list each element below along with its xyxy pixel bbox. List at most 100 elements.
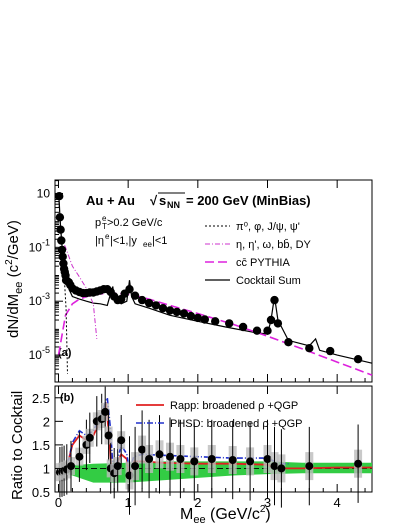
- bottom-data-point: [228, 456, 237, 464]
- panel-a-label: (a): [58, 347, 72, 359]
- cut-eta-end: |<1: [152, 235, 167, 247]
- y-tick-exponent: -3: [42, 291, 50, 301]
- bottom-data-point: [270, 462, 279, 471]
- bottom-data-point: [117, 436, 126, 445]
- cut-eta-sup: e: [105, 232, 110, 241]
- bottom-data-point: [155, 450, 164, 459]
- bottom-data-point: [101, 407, 110, 416]
- top-data-point: [252, 326, 262, 335]
- y-tick-label-top: 10-5: [29, 345, 50, 362]
- bottom-data-point: [145, 455, 154, 463]
- bottom-data-point: [246, 457, 255, 466]
- bottom-data-point: [305, 462, 314, 471]
- xlabel-unit-end: ): [265, 506, 270, 523]
- bottom-data-point: [263, 455, 272, 463]
- top-data-point: [55, 213, 65, 222]
- y-tick-label-top: 10: [37, 186, 51, 200]
- y-tick-base: 10: [29, 240, 43, 254]
- top-data-point: [57, 236, 66, 245]
- xlabel-sub: ee: [193, 514, 205, 524]
- top-data-point: [58, 252, 67, 261]
- top-data-point: [225, 319, 234, 328]
- system-label: Au + Au: [86, 193, 135, 208]
- top-ylabel-main: dN/dM: [5, 294, 22, 338]
- top-data-point: [151, 301, 161, 310]
- bottom-data-point: [67, 462, 75, 471]
- top-ylabel-unit-end: /GeV): [5, 220, 22, 259]
- cut-pt-sup: e: [102, 214, 107, 223]
- bottom-data-point: [85, 433, 94, 442]
- y-tick-exponent: -5: [42, 345, 50, 355]
- top-data-point: [193, 313, 202, 323]
- bottom-data-point: [131, 462, 140, 471]
- top-plot-area: [54, 179, 373, 383]
- top-data-point: [238, 322, 248, 332]
- xlabel-unit: (GeV/c: [206, 506, 260, 523]
- bottom-data-point: [207, 455, 216, 463]
- legend-label-charm: cc̄ PYTHIA: [236, 257, 290, 269]
- bottom-data-point: [113, 462, 122, 471]
- bottom-data-point: [354, 459, 363, 468]
- top-data-point: [353, 355, 363, 364]
- bottom-data-point: [75, 452, 84, 461]
- top-data-point: [211, 317, 220, 326]
- y-tick-label-bottom: 1.5: [32, 438, 50, 453]
- y-tick-label-bottom: 1: [43, 461, 50, 476]
- top-data-point: [144, 298, 154, 308]
- y-tick-label-bottom: 0.5: [32, 485, 50, 500]
- legend-label-light_mesons: π⁰, φ, J/ψ, ψ': [236, 221, 300, 233]
- bottom-legend: Rapp: broadened ρ +QGP PHSD: broadened ρ …: [136, 400, 303, 430]
- y-tick-exponent: -1: [42, 237, 50, 247]
- cut-eta-sub: ee: [143, 240, 152, 249]
- top-data-point: [326, 346, 335, 356]
- top-data-point: [284, 338, 293, 347]
- x-axis-label: Mee (GeV/c2): [180, 504, 271, 524]
- x-tick-label: 1: [125, 495, 132, 510]
- top-data-point: [125, 285, 134, 294]
- bottom-data-point: [190, 457, 199, 466]
- xlabel-main: M: [180, 506, 193, 523]
- top-data-point: [273, 319, 283, 328]
- header-text: Au + Au √ s NN = 200 GeV (MinBias) p T e…: [86, 192, 311, 249]
- x-tick-label: 0: [55, 495, 62, 510]
- top-data-point: [270, 295, 279, 305]
- bottom-data-point: [138, 445, 147, 454]
- x-tick-label: 2: [194, 495, 201, 510]
- bottom-data-point: [277, 464, 286, 473]
- cut-pt-val: >0.2 GeV/c: [107, 217, 163, 229]
- top-ylabel-sub: ee: [13, 282, 25, 294]
- xlabel-unit-sup: 2: [260, 504, 266, 515]
- x-tick-label: 3: [264, 495, 271, 510]
- bottom-data-point: [176, 455, 185, 463]
- energy-label: = 200 GeV (MinBias): [186, 193, 311, 208]
- top-data-point: [55, 192, 64, 201]
- top-legend: π⁰, φ, J/ψ, ψ' η, η', ω, bb̄, DY cc̄ PYTHI…: [205, 221, 312, 287]
- bottom-plot-area: [54, 385, 373, 493]
- y-tick-label-top: 10-3: [29, 291, 50, 308]
- y-tick-base: 10: [37, 186, 51, 200]
- top-data-point: [179, 309, 189, 318]
- panel-b-label: (b): [60, 392, 74, 404]
- legend-label-heavy: η, η', ω, bb̄, DY: [236, 238, 312, 251]
- top-data-point: [137, 295, 147, 305]
- sqrt-s-sub: NN: [167, 200, 180, 210]
- bottom-y-axis-label: Ratio to Cocktail: [9, 391, 26, 500]
- bottom-data-point: [104, 431, 113, 440]
- top-data-point: [56, 225, 65, 234]
- cut-pt-sub: T: [102, 222, 107, 231]
- svg-text:Mee (GeV/c2): Mee (GeV/c2): [180, 504, 271, 524]
- y-tick-label-top: 10-1: [29, 237, 50, 254]
- legend-label-phsd: PHSD: broadened ρ +QGP: [170, 418, 303, 430]
- top-data-point: [200, 315, 209, 324]
- legend-label-rapp: Rapp: broadened ρ +QGP: [170, 400, 298, 412]
- top-data-point: [186, 311, 196, 321]
- top-data-point: [263, 326, 272, 335]
- cut-eta-val: |<1,|y: [110, 235, 137, 247]
- sqrt-symbol: √: [150, 193, 158, 208]
- svg-text:dN/dMee (c2/GeV): dN/dMee (c2/GeV): [4, 220, 25, 338]
- top-ylabel-unit: (c: [5, 264, 22, 281]
- x-tick-label: 4: [334, 495, 341, 510]
